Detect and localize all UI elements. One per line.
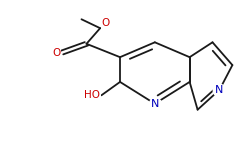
Text: O: O [52, 48, 60, 58]
Text: N: N [215, 85, 224, 95]
Text: O: O [102, 18, 110, 28]
Text: HO: HO [84, 90, 100, 100]
Text: N: N [151, 99, 159, 109]
